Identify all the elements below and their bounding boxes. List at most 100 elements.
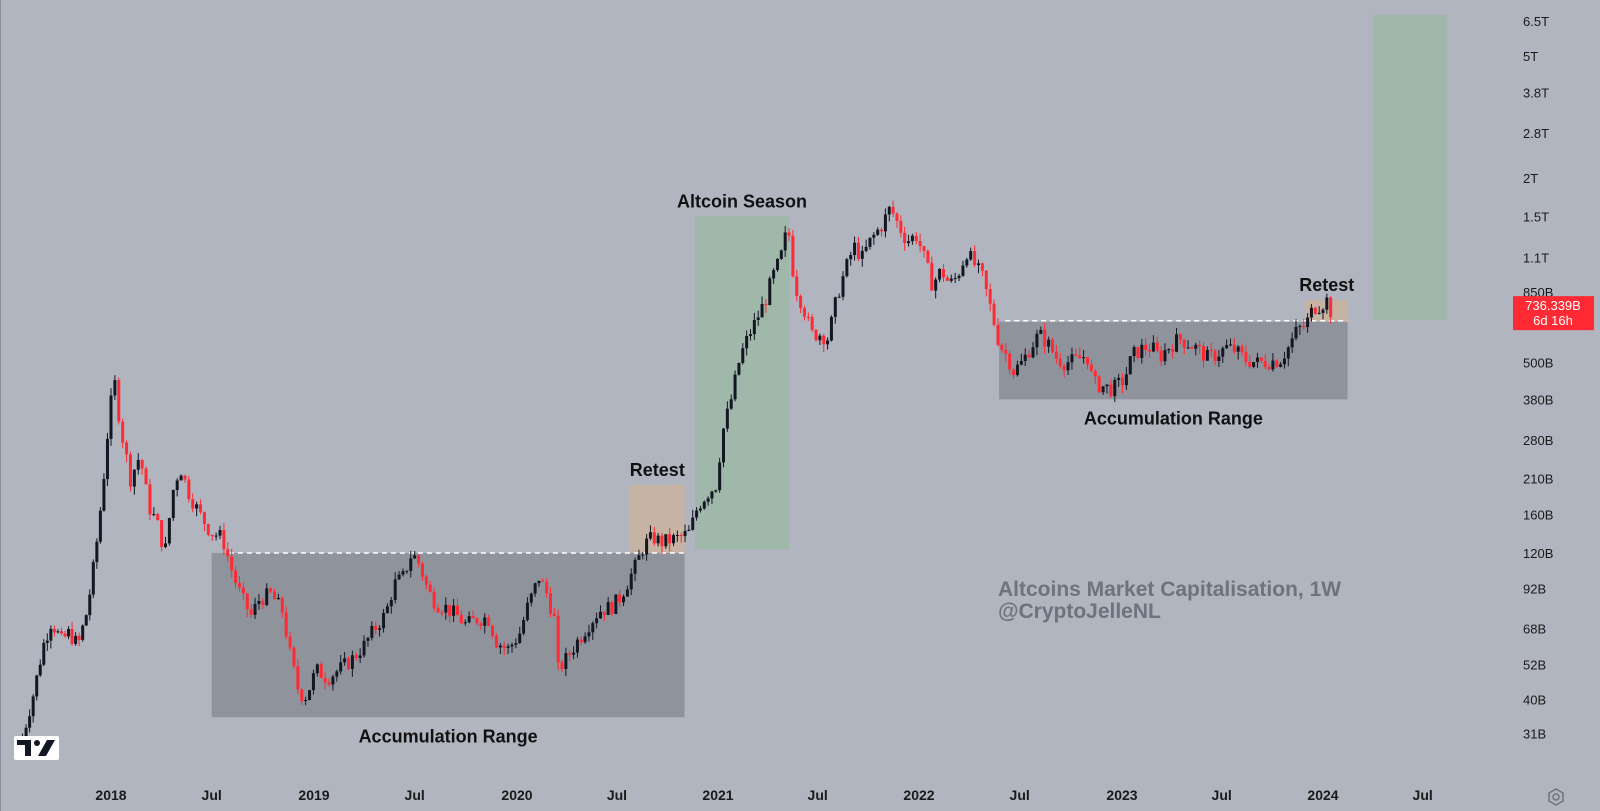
candle-body <box>1027 354 1031 358</box>
candle-body <box>59 631 63 634</box>
candle-body <box>1275 360 1279 367</box>
candle-body <box>1321 309 1325 313</box>
candle-body <box>218 529 222 536</box>
candle-body <box>729 399 733 409</box>
candle-body <box>1058 358 1062 366</box>
y-axis-label: 68B <box>1523 622 1546 637</box>
candle-body <box>1248 361 1252 367</box>
candle-body <box>772 270 776 279</box>
x-axis-label: 2022 <box>903 787 934 803</box>
candle-body <box>440 612 444 614</box>
candle-body <box>868 237 872 247</box>
candle-body <box>668 534 672 544</box>
candle-body <box>261 600 265 605</box>
candle-body <box>1078 355 1082 359</box>
candle-body <box>183 475 187 480</box>
candle-body <box>1263 360 1267 368</box>
candle-body <box>1012 369 1016 376</box>
candle-body <box>864 246 868 251</box>
candle-body <box>656 535 660 544</box>
candle-body <box>249 609 253 615</box>
candle-body <box>393 579 397 600</box>
candle-body <box>633 559 637 574</box>
candle-body <box>1039 329 1043 334</box>
candle-body <box>806 316 810 318</box>
candle-body <box>1043 329 1047 347</box>
candle-body <box>1209 350 1213 352</box>
candle-body <box>432 591 436 609</box>
candle-body <box>125 442 129 455</box>
x-axis-label: 2020 <box>501 787 532 803</box>
candle-body <box>428 584 432 592</box>
candle-body <box>598 611 602 619</box>
candle-body <box>718 462 722 491</box>
candle-body <box>587 632 591 637</box>
candle-body <box>487 617 491 626</box>
candle-body <box>1082 357 1086 359</box>
candle-body <box>814 329 818 341</box>
accumulation-zone <box>999 321 1348 400</box>
candle-body <box>121 421 125 443</box>
candle-body <box>346 658 350 669</box>
candle-body <box>710 491 714 499</box>
candle-body <box>35 675 39 697</box>
candle-body <box>95 541 99 562</box>
candle-body <box>171 489 175 519</box>
candle-body <box>245 593 249 610</box>
candle-body <box>1089 364 1093 371</box>
candle-body <box>922 246 926 251</box>
settings-gear-icon[interactable] <box>1548 788 1564 806</box>
candle-body <box>733 374 737 400</box>
candle-body <box>98 510 102 542</box>
candle-body <box>31 696 35 717</box>
y-axis-label: 1.1T <box>1523 251 1549 266</box>
candle-body <box>549 593 552 614</box>
accumulation-zone <box>211 553 685 718</box>
candle-body <box>354 655 358 658</box>
y-axis-label: 380B <box>1523 392 1553 407</box>
candle-body <box>132 469 136 487</box>
candle-body <box>756 317 760 321</box>
candle-body <box>602 611 606 615</box>
candle-body <box>1105 384 1109 387</box>
candle-body <box>471 616 475 619</box>
x-axis-label: Jul <box>607 787 627 803</box>
projection-zone <box>1372 14 1448 320</box>
candle-body <box>568 653 572 655</box>
candle-body <box>1140 344 1144 358</box>
y-axis-label: 2T <box>1523 171 1538 186</box>
candle-body <box>741 348 745 364</box>
y-axis-label: 92B <box>1523 581 1546 596</box>
accumulation-label: Accumulation Range <box>1084 408 1263 428</box>
candle-body <box>802 308 806 317</box>
candle-body <box>791 235 795 277</box>
candle-body <box>687 529 691 531</box>
candle-body <box>56 631 60 633</box>
candle-body <box>714 490 718 492</box>
candle-body <box>374 625 378 630</box>
candle-body <box>1240 346 1244 353</box>
candle-body <box>1047 339 1051 347</box>
season-label: Altcoin Season <box>677 191 807 211</box>
candle-body <box>522 620 526 634</box>
candle-body <box>413 555 417 559</box>
candle-body <box>895 213 899 221</box>
candle-body <box>1271 360 1275 370</box>
candle-body <box>887 206 891 215</box>
candle-body <box>957 275 961 279</box>
candle-body <box>572 652 576 655</box>
candle-body <box>860 250 864 259</box>
candle-body <box>292 647 296 667</box>
candle-body <box>1121 377 1125 386</box>
candle-body <box>949 278 953 281</box>
candle-body <box>891 206 895 214</box>
x-axis-label: 2018 <box>95 787 126 803</box>
candle-body <box>1329 297 1333 318</box>
y-axis-label: 160B <box>1523 508 1553 523</box>
candle-body <box>448 604 452 616</box>
candle-body <box>1252 362 1256 367</box>
chart-title-watermark: Altcoins Market Capitalisation, 1W <box>998 578 1341 601</box>
candle-body <box>622 596 626 603</box>
y-axis-label: 40B <box>1523 692 1546 707</box>
candle-body <box>941 268 945 278</box>
